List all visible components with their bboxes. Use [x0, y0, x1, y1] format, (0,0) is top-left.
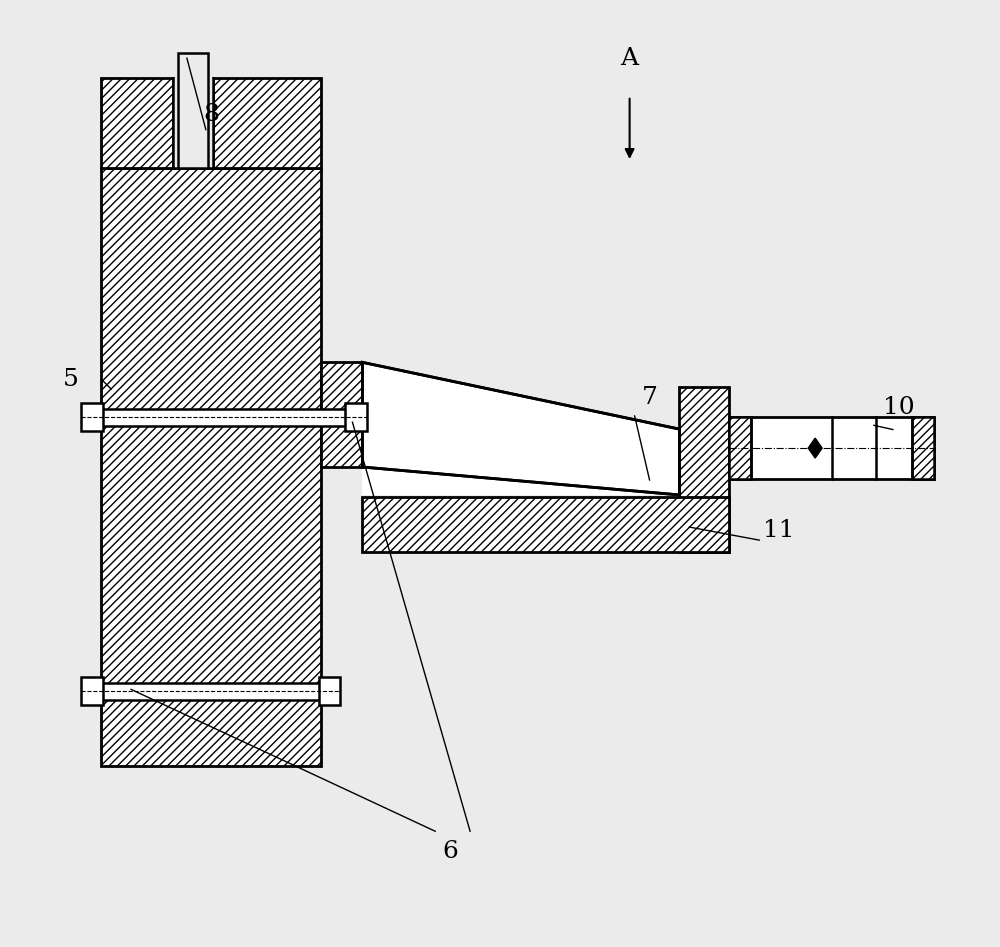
Bar — [101, 79, 173, 168]
Bar — [173, 79, 213, 168]
Text: 5: 5 — [63, 367, 79, 390]
Bar — [362, 467, 679, 495]
Bar — [99, 409, 349, 425]
Text: 7: 7 — [642, 386, 657, 409]
Bar — [362, 497, 729, 552]
Bar — [101, 168, 321, 766]
Bar — [81, 403, 103, 431]
Bar — [679, 387, 729, 552]
Polygon shape — [808, 438, 822, 458]
Bar — [345, 403, 367, 431]
Polygon shape — [362, 363, 679, 495]
Bar — [912, 418, 934, 479]
Bar — [81, 677, 103, 706]
Bar — [319, 677, 340, 706]
Bar — [213, 79, 321, 168]
Text: A: A — [621, 46, 639, 69]
Bar — [99, 683, 323, 700]
Bar — [729, 418, 751, 479]
Text: 6: 6 — [442, 840, 458, 863]
Text: 11: 11 — [763, 519, 795, 542]
Bar — [729, 418, 934, 479]
Bar — [321, 363, 362, 467]
Text: 10: 10 — [883, 396, 915, 419]
Bar — [178, 53, 208, 168]
Text: 8: 8 — [203, 103, 219, 126]
